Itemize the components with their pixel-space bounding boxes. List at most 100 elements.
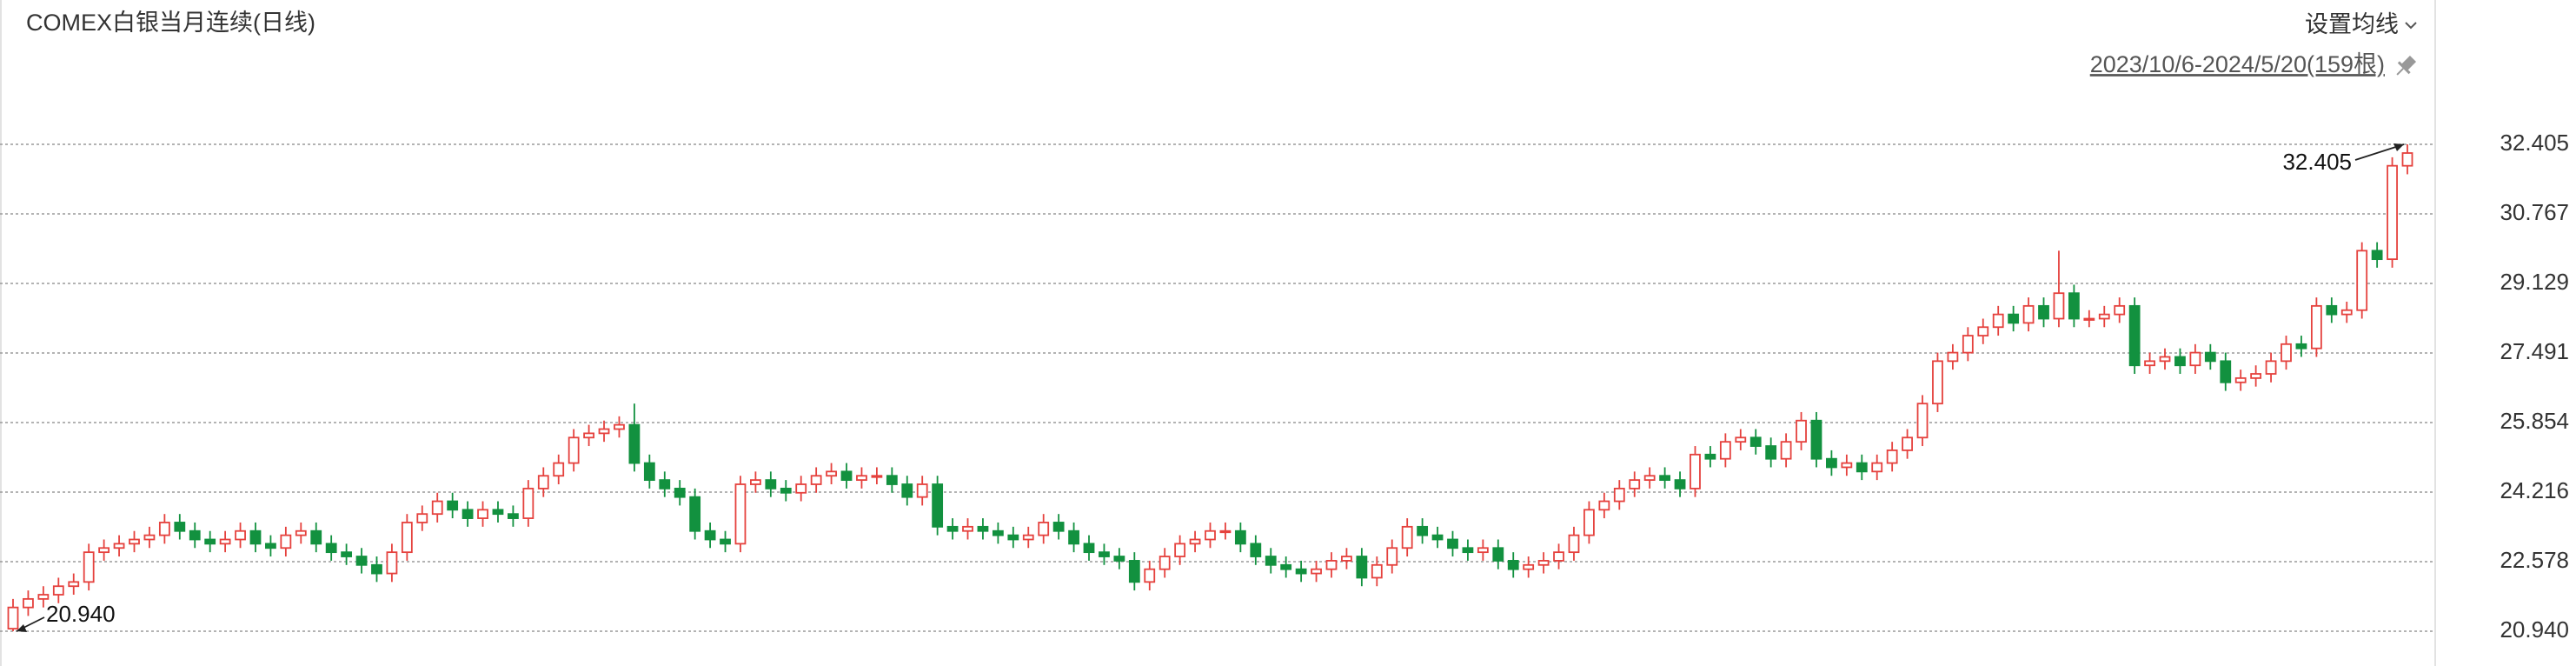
candle-body bbox=[1916, 403, 1929, 439]
candle-body bbox=[2083, 317, 2095, 321]
chevron-icon[interactable] bbox=[2405, 22, 2417, 30]
candle-body bbox=[522, 487, 534, 519]
candle-body bbox=[1598, 500, 1610, 511]
candle-body bbox=[249, 529, 262, 545]
candle-body bbox=[1735, 436, 1747, 443]
candle-body bbox=[1099, 551, 1110, 557]
candle-body bbox=[1962, 335, 1974, 354]
candle-body bbox=[1022, 534, 1034, 541]
candle-body bbox=[1629, 479, 1641, 490]
candle-body bbox=[1613, 487, 1625, 503]
y-tick-label: 29.129 bbox=[2500, 269, 2569, 295]
candle-body bbox=[1690, 453, 1701, 490]
pin-icon[interactable] bbox=[2392, 53, 2419, 80]
candle-body bbox=[1871, 462, 1883, 473]
candle-body bbox=[1250, 543, 1262, 557]
candle-body bbox=[1947, 351, 1959, 363]
candle-body bbox=[401, 522, 413, 554]
candle-body bbox=[2068, 292, 2080, 320]
candle-body bbox=[1765, 445, 1777, 460]
candle-body bbox=[1537, 560, 1550, 566]
candle-body bbox=[537, 475, 549, 490]
candle-body bbox=[1356, 556, 1368, 579]
candle-body bbox=[2159, 356, 2171, 363]
candle-body bbox=[416, 513, 428, 523]
candle-body bbox=[2250, 373, 2262, 379]
candle-body bbox=[1401, 525, 1413, 549]
candle-body bbox=[2340, 309, 2353, 316]
candle-body bbox=[840, 470, 853, 482]
candle-body bbox=[2114, 304, 2126, 316]
y-tick-label: 22.578 bbox=[2500, 547, 2569, 573]
candle-body bbox=[2371, 250, 2383, 261]
candle-body bbox=[1796, 419, 1807, 443]
ma-settings[interactable]: 设置均线 bbox=[2305, 11, 2399, 37]
candle-body bbox=[674, 487, 686, 498]
candle-body bbox=[1325, 560, 1338, 570]
candle-body bbox=[310, 529, 322, 545]
max-arrow-head bbox=[2393, 143, 2404, 151]
candle-body bbox=[113, 543, 125, 549]
candle-body bbox=[1265, 556, 1277, 566]
candle-body bbox=[1477, 547, 1489, 554]
candle-body bbox=[659, 479, 671, 490]
candle-body bbox=[431, 500, 443, 516]
candle-body bbox=[37, 594, 50, 600]
min-arrow-head bbox=[17, 624, 27, 632]
candle-body bbox=[1371, 563, 1383, 579]
candle-body bbox=[2401, 152, 2413, 167]
candle-body bbox=[749, 479, 761, 485]
candle-body bbox=[2220, 360, 2232, 383]
candle-body bbox=[265, 543, 276, 549]
candle-body bbox=[129, 538, 140, 545]
candle-body bbox=[1492, 547, 1504, 562]
candle-body bbox=[1583, 509, 1595, 536]
candle-body bbox=[325, 543, 337, 554]
y-tick-label: 20.940 bbox=[2500, 616, 2569, 643]
candle-body bbox=[992, 529, 1004, 536]
candle-body bbox=[1977, 326, 1989, 336]
candle-body bbox=[1052, 522, 1065, 532]
y-tick-label: 27.491 bbox=[2500, 338, 2569, 364]
candle-body bbox=[7, 606, 19, 629]
candle-body bbox=[2295, 343, 2307, 350]
candle-body bbox=[886, 475, 898, 485]
candle-body bbox=[2356, 250, 2368, 311]
candle-body bbox=[2128, 304, 2141, 367]
candle-body bbox=[720, 538, 731, 545]
candle-body bbox=[598, 428, 610, 435]
candle-body bbox=[1856, 462, 1868, 473]
candle-body bbox=[1417, 525, 1429, 536]
candle-body bbox=[1902, 436, 1913, 451]
date-range[interactable]: 2023/10/6-2024/5/20(159根) bbox=[2090, 51, 2385, 77]
candle-body bbox=[614, 423, 625, 430]
candle-body bbox=[810, 475, 822, 485]
candle-body bbox=[2022, 304, 2035, 324]
candle-body bbox=[871, 475, 883, 478]
candle-body bbox=[2204, 351, 2216, 363]
candle-body bbox=[1144, 568, 1156, 583]
candle-body bbox=[447, 500, 459, 511]
candle-body bbox=[1992, 313, 2004, 329]
candle-body bbox=[1159, 556, 1171, 570]
candle-body bbox=[1568, 534, 1580, 554]
candle-body bbox=[1234, 529, 1246, 545]
candle-body bbox=[1447, 538, 1458, 549]
candle-body bbox=[1174, 543, 1186, 557]
candle-body bbox=[2008, 313, 2020, 324]
candle-body bbox=[1704, 453, 1716, 460]
candle-body bbox=[856, 475, 867, 482]
candle-body bbox=[962, 525, 973, 532]
candle-body bbox=[23, 597, 34, 609]
candle-body bbox=[371, 563, 382, 575]
candle-body bbox=[1659, 475, 1671, 482]
candle-body bbox=[734, 483, 747, 545]
y-tick-label: 25.854 bbox=[2500, 408, 2569, 434]
candle-body bbox=[83, 551, 95, 583]
candle-body bbox=[689, 496, 701, 532]
candle-body bbox=[553, 462, 565, 477]
candle-body bbox=[2265, 360, 2277, 375]
